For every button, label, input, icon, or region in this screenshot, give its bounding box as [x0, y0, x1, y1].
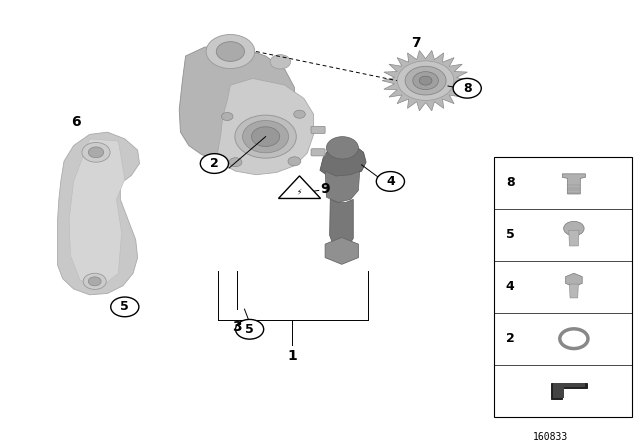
Text: 7: 7: [411, 35, 421, 50]
Circle shape: [413, 72, 438, 90]
Text: 4: 4: [506, 280, 515, 293]
Polygon shape: [320, 142, 366, 177]
Circle shape: [405, 66, 446, 95]
Circle shape: [229, 158, 242, 167]
Circle shape: [83, 273, 106, 289]
Circle shape: [221, 112, 233, 121]
Text: 160833: 160833: [532, 432, 568, 442]
Text: 6: 6: [70, 115, 81, 129]
FancyBboxPatch shape: [311, 149, 325, 156]
Circle shape: [206, 34, 255, 69]
Text: ⚡: ⚡: [297, 187, 302, 196]
Circle shape: [111, 297, 139, 317]
Polygon shape: [382, 51, 469, 111]
Text: 5: 5: [245, 323, 254, 336]
Polygon shape: [552, 383, 587, 399]
Circle shape: [252, 127, 280, 146]
Circle shape: [236, 319, 264, 339]
Text: 8: 8: [463, 82, 472, 95]
Text: 9: 9: [320, 182, 330, 196]
Polygon shape: [69, 139, 125, 289]
Polygon shape: [570, 284, 579, 298]
Polygon shape: [325, 237, 358, 264]
FancyBboxPatch shape: [311, 126, 325, 134]
Text: 2: 2: [506, 332, 515, 345]
Polygon shape: [218, 78, 314, 175]
Polygon shape: [58, 132, 140, 295]
Circle shape: [88, 147, 104, 158]
Text: 4: 4: [386, 175, 395, 188]
Text: 3: 3: [232, 320, 242, 334]
Polygon shape: [566, 273, 582, 287]
Circle shape: [294, 110, 305, 118]
Text: 5: 5: [506, 228, 515, 241]
Polygon shape: [325, 171, 360, 202]
Circle shape: [376, 172, 404, 191]
Polygon shape: [278, 176, 321, 198]
Circle shape: [397, 61, 454, 100]
Circle shape: [564, 221, 584, 236]
Polygon shape: [179, 47, 294, 164]
Circle shape: [235, 115, 296, 158]
Polygon shape: [553, 383, 586, 398]
Polygon shape: [563, 174, 586, 194]
Circle shape: [326, 137, 358, 159]
Circle shape: [82, 142, 110, 162]
Polygon shape: [330, 199, 353, 247]
Circle shape: [270, 55, 291, 69]
Circle shape: [200, 154, 228, 173]
Text: 5: 5: [120, 300, 129, 314]
Circle shape: [243, 121, 289, 153]
Circle shape: [288, 157, 301, 166]
Circle shape: [560, 329, 588, 349]
Circle shape: [216, 42, 244, 61]
Circle shape: [419, 76, 432, 85]
Polygon shape: [569, 230, 579, 246]
FancyBboxPatch shape: [494, 157, 632, 417]
Text: 8: 8: [506, 176, 515, 190]
Text: 1: 1: [287, 349, 297, 363]
Circle shape: [88, 277, 101, 286]
Circle shape: [453, 78, 481, 98]
Text: 2: 2: [210, 157, 219, 170]
